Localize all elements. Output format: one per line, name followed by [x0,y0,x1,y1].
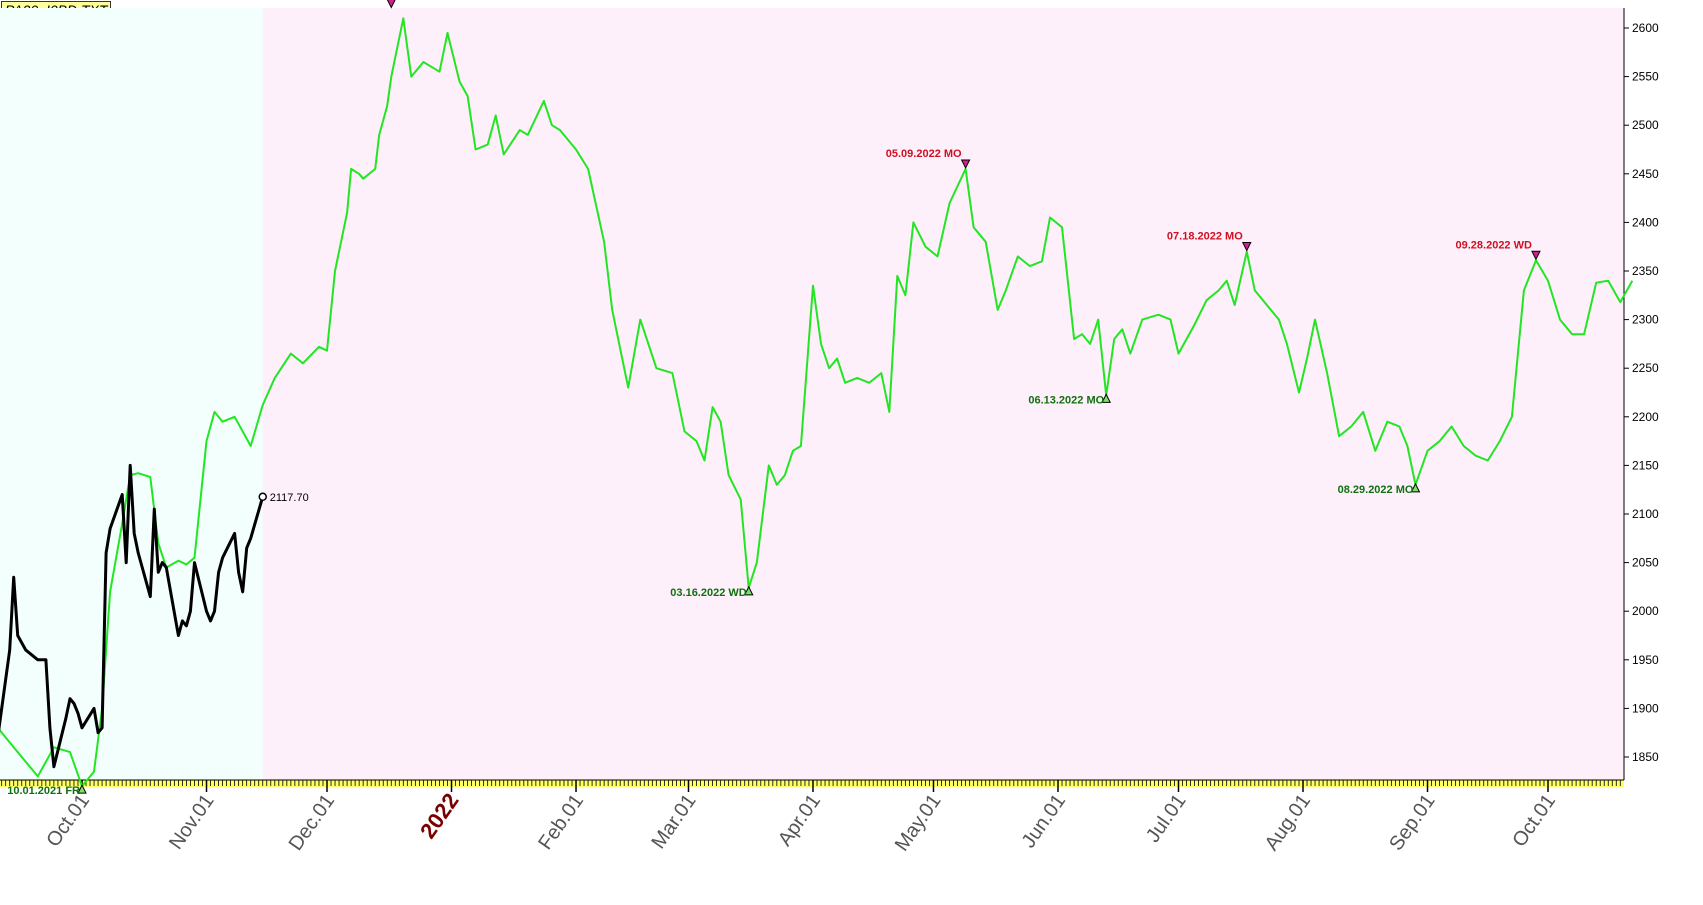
y-tick-label: 1950 [1632,653,1659,667]
forecast-background [262,8,1624,780]
y-tick-label: 2100 [1632,507,1659,521]
x-tick-label: Sep.01 [1385,790,1439,855]
trough-marker [77,784,87,794]
y-tick-label: 2050 [1632,556,1659,570]
y-tick-label: 1900 [1632,701,1659,715]
y-tick-label: 2300 [1632,313,1659,327]
y-tick-label: 2450 [1632,167,1659,181]
peak-marker [960,159,971,170]
x-year-label: 2022 [415,789,464,843]
trough-label: 10.01.2021 FR [7,785,80,797]
y-tick-label: 1850 [1632,750,1659,764]
y-tick-label: 2600 [1632,21,1659,35]
history-background [0,8,263,780]
last-price-label: 2117.70 [270,492,309,504]
peak-label: 07.18.2022 MO [1167,231,1243,243]
trough-label: 06.13.2022 MO [1028,394,1104,406]
y-tick-label: 2400 [1632,215,1659,229]
trough-marker [743,585,754,596]
peak-label: 09.28.2022 WD [1456,239,1532,251]
peak-marker [1241,242,1252,252]
y-tick-label: 2250 [1632,361,1659,375]
x-tick-label: Oct.01 [1508,790,1560,851]
x-tick-label: Oct.01 [42,790,94,851]
y-tick-label: 2200 [1632,410,1659,424]
last-price-marker [258,492,267,502]
x-tick-label: Aug.01 [1261,790,1315,855]
x-tick-label: Nov.01 [165,790,219,853]
trough-marker [1410,482,1421,493]
x-tick-label: Dec.01 [285,790,339,855]
y-tick-label: 2550 [1632,70,1659,84]
x-tick-strip [0,779,1624,787]
x-tick-label: Mar.01 [647,790,700,853]
x-tick-label: Jul.01 [1142,790,1191,846]
y-tick-label: 2500 [1632,118,1659,132]
y-tick-label: 2150 [1632,458,1659,472]
x-tick-label: Jun.01 [1018,790,1070,852]
trough-label: 08.29.2022 MO [1338,484,1414,496]
trough-marker [1101,393,1111,403]
y-tick-label: 2350 [1632,264,1659,278]
x-tick-label: Apr.01 [774,790,825,850]
x-tick-label: Feb.01 [534,790,588,854]
price-line [0,463,265,769]
peak-marker [386,0,396,9]
x-tick-label: May.01 [891,790,946,855]
forecast-line [0,17,1634,788]
trough-label: 03.16.2022 WD [670,587,746,599]
peak-marker [1531,250,1541,261]
y-tick-label: 2000 [1632,604,1659,618]
peak-label: 05.09.2022 MO [886,148,962,160]
